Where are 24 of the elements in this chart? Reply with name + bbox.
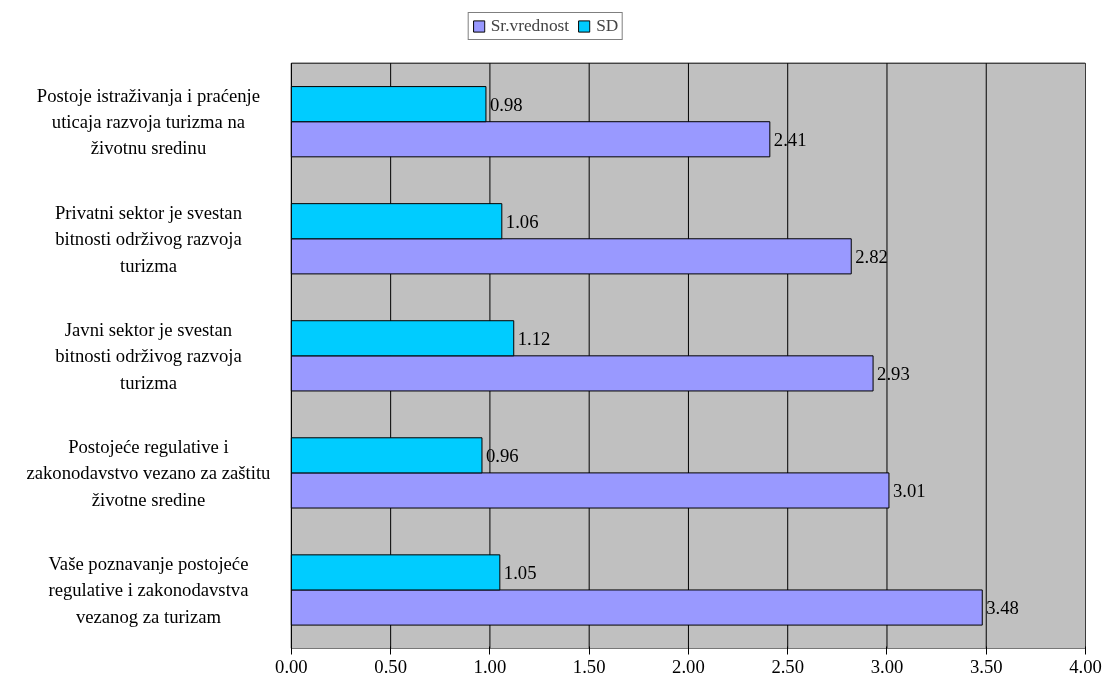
x-tick-label: 3.00	[870, 655, 904, 677]
legend-label: Sr.vrednost	[490, 16, 570, 36]
data-label: 2.93	[877, 362, 910, 384]
data-label: 1.05	[503, 561, 537, 583]
x-tick-label: 3.50	[969, 655, 1003, 677]
data-label: 3.48	[986, 597, 1019, 619]
x-tick-label: 0.50	[374, 655, 407, 677]
y-tick-label: Vaše poznavanje postojeće regulative i zakonodavstva vezanog za turizam	[48, 553, 250, 627]
y-tick-label: Postoje istraživanja i praćenje uticaja razvoja turizma na životnu sredinu	[36, 84, 261, 159]
data-label: 0.98	[489, 93, 523, 115]
data-label: 3.01	[892, 479, 926, 501]
data-label: 1.06	[505, 210, 539, 232]
legend-label: SD	[596, 16, 619, 36]
x-tick-label: 4.00	[1069, 655, 1102, 677]
data-label: 2.82	[855, 245, 888, 267]
y-tick-label: Privatni sektor je svestan bitnosti održivog razvoja turizma	[54, 202, 243, 276]
x-tick-label: 1.00	[473, 655, 507, 677]
x-tick-label: 0.00	[275, 655, 308, 677]
y-tick-label: Postojeće regulative i zakonodavstvo vezano za zaštitu životne sredine	[26, 436, 272, 510]
x-tick-label: 1.50	[572, 655, 606, 677]
x-tick-label: 2.00	[672, 655, 705, 677]
x-tick-label: 2.50	[771, 655, 805, 677]
data-label: 1.12	[517, 327, 551, 349]
y-tick-label: Javni sektor je svestan bitnosti održivog razvoja turizma	[55, 319, 243, 393]
